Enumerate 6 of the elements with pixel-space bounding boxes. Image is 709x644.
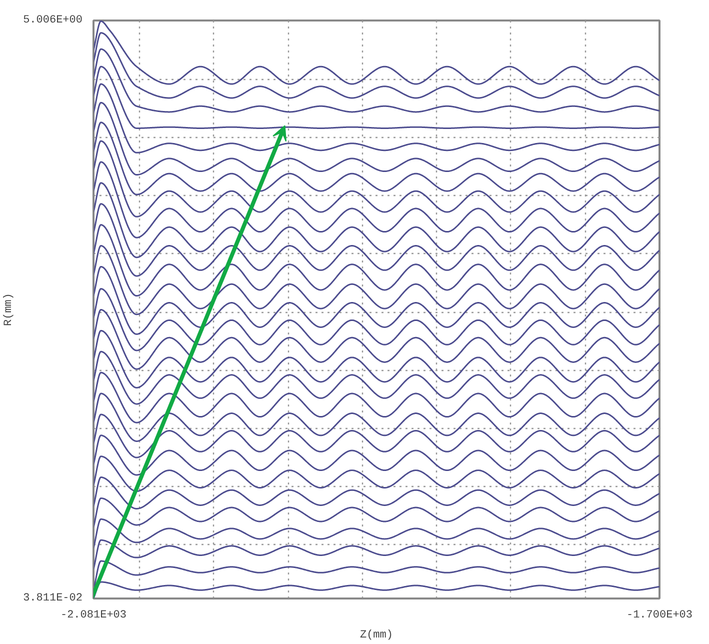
x-tick-label: -1.700E+03 bbox=[626, 610, 693, 622]
x-tick-label: -2.081E+03 bbox=[60, 610, 127, 622]
y-axis-title: R(mm) bbox=[3, 292, 16, 326]
y-tick-label: 3.811E-02 bbox=[23, 592, 83, 604]
x-axis-title: Z(mm) bbox=[360, 630, 394, 642]
y-tick-label: 5.006E+00 bbox=[23, 14, 83, 26]
